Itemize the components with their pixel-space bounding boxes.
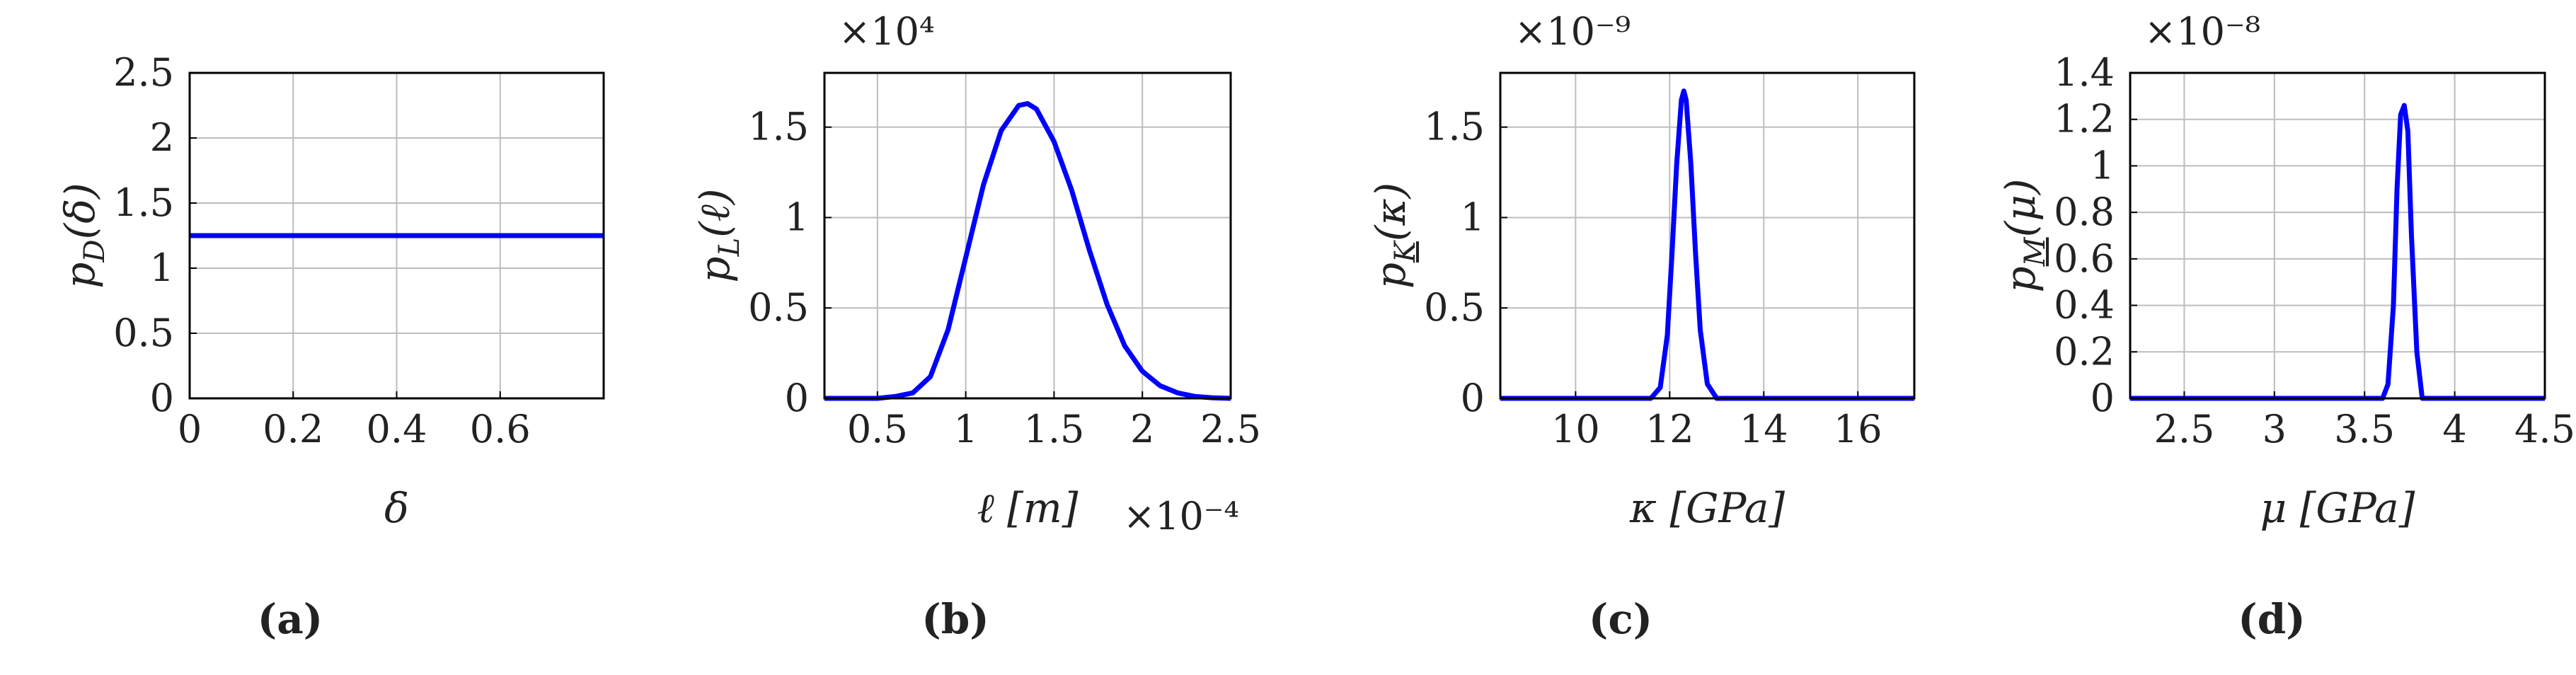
x-tick-label: 4 (2442, 407, 2466, 451)
series-line (2130, 103, 2545, 401)
x-tick-label: 0 (178, 407, 202, 451)
chart-panel-d: 2.5 3 3.5 4 4.5 00.20.40.60.811.21.4 μ [GPa] pM… (1996, 9, 2575, 643)
series-line (824, 100, 1231, 401)
panel-label: (a) (258, 595, 323, 643)
y-axis-label: pD(δ) (56, 183, 111, 288)
x-axis-label: μ [GPa] (2260, 484, 2415, 532)
panel-label: (c) (1589, 595, 1652, 643)
plot-frame (1499, 71, 1916, 400)
plot-frame (2129, 71, 2546, 400)
y-tick-label: 0.6 (2054, 236, 2115, 281)
y-tick-label: 0.2 (2054, 329, 2115, 374)
y-axis-label: pL(ℓ) (691, 188, 746, 282)
y-scale-label: ×10⁴ (839, 9, 935, 54)
chart-panel-b: 0.5 1 1.5 2 2.5 0 0.5 1 1.5 ℓ [m] pL(ℓ) ×10⁴ ×10⁻⁴ (b… (691, 9, 1261, 643)
plot-frame (823, 71, 1232, 400)
x-tick-label: 0.5 (847, 407, 908, 451)
x-tick-label: 3.5 (2334, 407, 2395, 451)
y-tick-label: 1.5 (1424, 105, 1485, 149)
x-tick-label: 4.5 (2514, 407, 2575, 451)
y-scale-label: ×10⁻⁹ (1514, 9, 1631, 54)
x-axis-label: κ [GPa] (1629, 484, 1785, 532)
chart-panel-a: 0 0.2 0.4 0.6 0 0.5 1 1.5 2 2.5 δ pD(δ) (a) (56, 50, 605, 643)
panel-label: (d) (2238, 595, 2305, 643)
y-tick-label: 1.5 (748, 105, 809, 149)
x-tick-label: 14 (1740, 407, 1788, 451)
x-tick-label: 2.5 (1200, 407, 1261, 451)
x-axis-label: ℓ [m] (977, 484, 1079, 532)
y-tick-label: 0.5 (748, 285, 809, 330)
y-tick-label: 0.5 (113, 311, 174, 355)
y-tick-label: 1 (150, 246, 174, 290)
x-tick-label: 0.2 (263, 407, 323, 451)
x-tick-label: 1.5 (1023, 407, 1084, 451)
y-tick-label: 0 (785, 376, 809, 420)
y-tick-label: 1 (2091, 143, 2115, 188)
x-scale-label: ×10⁻⁴ (1123, 494, 1239, 538)
y-scale-label: ×10⁻⁸ (2144, 9, 2260, 54)
x-tick-label: 2 (1130, 407, 1154, 451)
y-tick-label: 0.5 (1424, 285, 1485, 330)
x-axis-label: δ (384, 484, 409, 532)
y-axis-label: pK(κ) (1367, 183, 1422, 289)
x-tick-label: 0.6 (470, 407, 531, 451)
y-tick-label: 2.5 (113, 50, 174, 95)
x-tick-label: 3 (2262, 407, 2287, 451)
x-tick-label: 16 (1834, 407, 1882, 451)
y-tick-label: 0 (2091, 376, 2115, 420)
y-tick-label: 1 (785, 195, 809, 239)
x-tick-label: 1 (953, 407, 977, 451)
y-tick-label: 0.4 (2054, 283, 2115, 328)
y-tick-label: 1.4 (2054, 50, 2115, 95)
y-tick-label: 0 (150, 376, 174, 420)
y-tick-label: 1 (1461, 195, 1485, 239)
chart-panel-c: 10 12 14 16 0 0.5 1 1.5 κ [GPa] pK(κ) ×10⁻⁹ (c) (1367, 9, 1916, 643)
series-line (1500, 88, 1914, 401)
y-tick-label: 1.2 (2054, 97, 2115, 142)
y-tick-label: 2 (150, 115, 174, 160)
y-tick-label: 1.5 (113, 180, 174, 225)
x-tick-label: 2.5 (2154, 407, 2214, 451)
x-tick-label: 0.4 (367, 407, 427, 451)
x-tick-label: 12 (1645, 407, 1694, 451)
y-axis-label: pM(μ) (1996, 178, 2052, 292)
panel-label: (b) (921, 595, 989, 643)
y-tick-label: 0 (1461, 376, 1485, 420)
y-tick-label: 0.8 (2054, 190, 2115, 234)
x-tick-label: 10 (1551, 407, 1600, 451)
